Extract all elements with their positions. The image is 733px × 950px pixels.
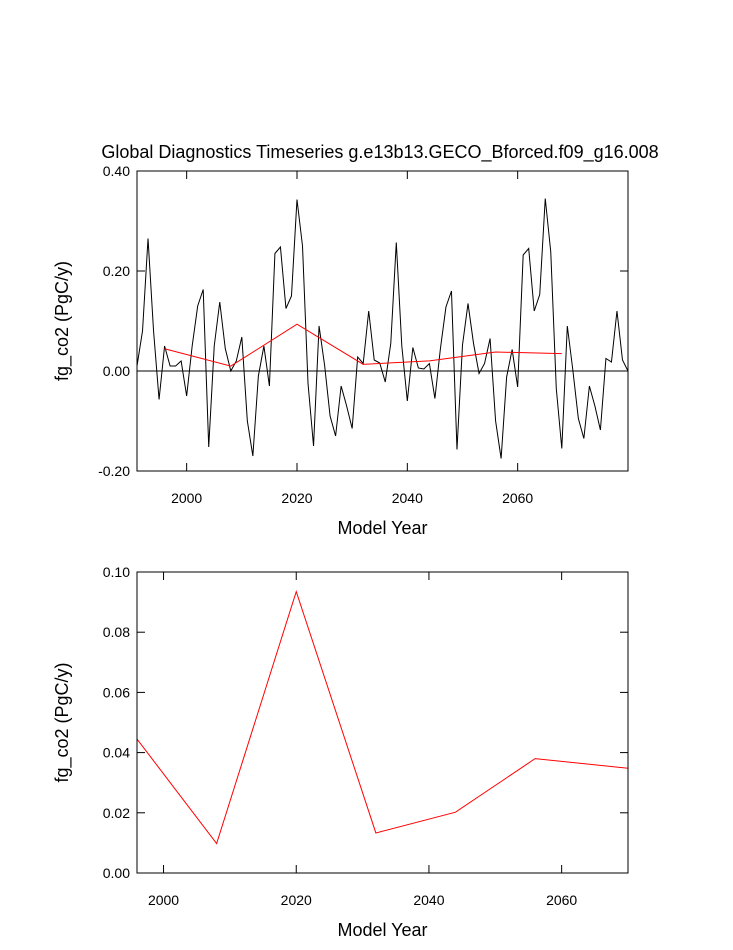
x-axis-label: Model Year	[337, 920, 427, 940]
x-tick-label: 2040	[413, 892, 444, 908]
x-tick-label: 2000	[171, 490, 202, 506]
y-tick-label: -0.20	[98, 463, 130, 479]
y-axis-label: fg_co2 (PgC/y)	[52, 261, 73, 381]
x-axis-label: Model Year	[337, 518, 427, 538]
x-tick-label: 2020	[281, 892, 312, 908]
x-tick-label: 2060	[502, 490, 533, 506]
y-tick-label: 0.04	[103, 745, 130, 761]
y-tick-label: 0.20	[103, 263, 130, 279]
x-tick-label: 2000	[148, 892, 179, 908]
y-tick-label: 0.00	[103, 865, 130, 881]
y-axis-label: fg_co2 (PgC/y)	[52, 662, 73, 782]
x-tick-label: 2060	[546, 892, 577, 908]
y-tick-label: 0.10	[103, 564, 130, 580]
y-tick-label: 0.40	[103, 163, 130, 179]
x-tick-label: 2040	[392, 490, 423, 506]
series-line	[136, 198, 629, 459]
chart-title: Global Diagnostics Timeseries g.e13b13.G…	[101, 142, 658, 163]
y-tick-label: 0.00	[103, 363, 130, 379]
y-tick-label: 0.08	[103, 624, 130, 640]
plot-frame	[136, 170, 629, 472]
y-tick-label: 0.02	[103, 805, 130, 821]
series-line	[164, 323, 562, 367]
x-tick-label: 2020	[281, 490, 312, 506]
y-tick-label: 0.06	[103, 684, 130, 700]
series-line	[136, 589, 629, 845]
plot-frame	[136, 571, 629, 874]
